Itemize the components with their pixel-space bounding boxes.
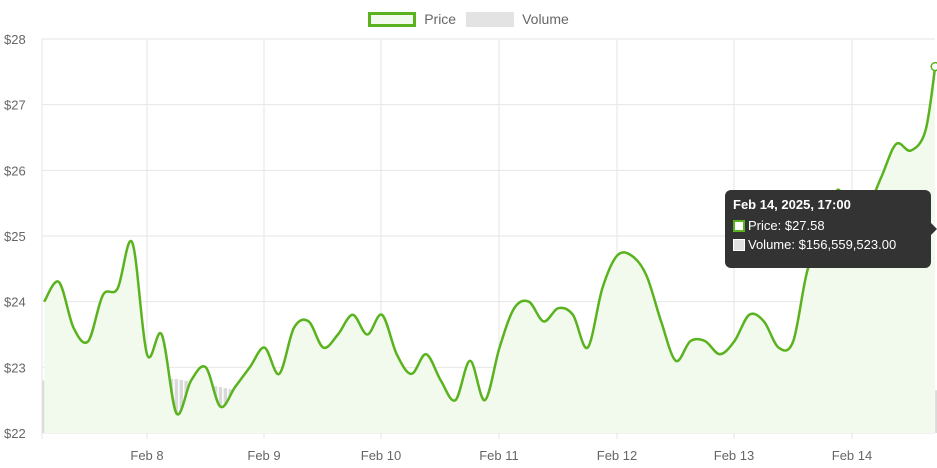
legend-swatch-price <box>368 11 417 27</box>
legend-label-price: Price <box>424 11 457 27</box>
x-tick-label: Feb 14 <box>832 448 872 463</box>
tooltip-price-text: Price: $27.58 <box>748 218 825 233</box>
y-tick-label: $24 <box>4 295 26 310</box>
y-tick-label: $22 <box>4 426 26 441</box>
legend-item-price[interactable]: Price <box>368 11 456 27</box>
y-tick-label: $28 <box>4 32 26 47</box>
y-tick-label: $27 <box>4 98 26 113</box>
x-tick-label: Feb 13 <box>714 448 754 463</box>
volume-bar <box>174 379 179 433</box>
x-axis-ticks: Feb 8 Feb 9 Feb 10 Feb 11 Feb 12 Feb 13 Feb 14 <box>130 448 872 463</box>
legend: Price Volume <box>0 8 937 30</box>
x-tick-label: Feb 8 <box>130 448 163 463</box>
price-area-fill <box>44 66 936 433</box>
tooltip-swatch-volume <box>733 238 745 251</box>
tooltip-swatch-price <box>733 219 745 232</box>
y-axis-ticks: $22 $23 $24 $25 $26 $27 $28 <box>4 32 26 441</box>
legend-swatch-volume <box>466 11 515 27</box>
tooltip-volume-text: Volume: $156,559,523.00 <box>748 237 897 252</box>
volume-bar <box>933 390 937 433</box>
x-tick-label: Feb 11 <box>479 448 519 463</box>
x-tick-label: Feb 10 <box>361 448 401 463</box>
legend-item-volume[interactable]: Volume <box>466 11 569 27</box>
hovered-price-point[interactable] <box>930 61 937 72</box>
legend-label-volume: Volume <box>522 11 569 27</box>
tooltip-row-price: Price: $27.58 <box>733 218 923 233</box>
x-tick-label: Feb 12 <box>597 448 637 463</box>
volume-bar <box>42 380 46 433</box>
tooltip: Feb 14, 2025, 17:00 Price: $27.58 Volume… <box>725 190 937 268</box>
x-tick-label: Feb 9 <box>247 448 280 463</box>
price-series-line <box>43 66 937 416</box>
y-tick-label: $26 <box>4 163 26 178</box>
tooltip-title: Feb 14, 2025, 17:00 <box>733 197 851 212</box>
y-tick-label: $25 <box>4 229 26 244</box>
y-tick-label: $23 <box>4 360 26 375</box>
tooltip-row-volume: Volume: $156,559,523.00 <box>733 237 923 252</box>
